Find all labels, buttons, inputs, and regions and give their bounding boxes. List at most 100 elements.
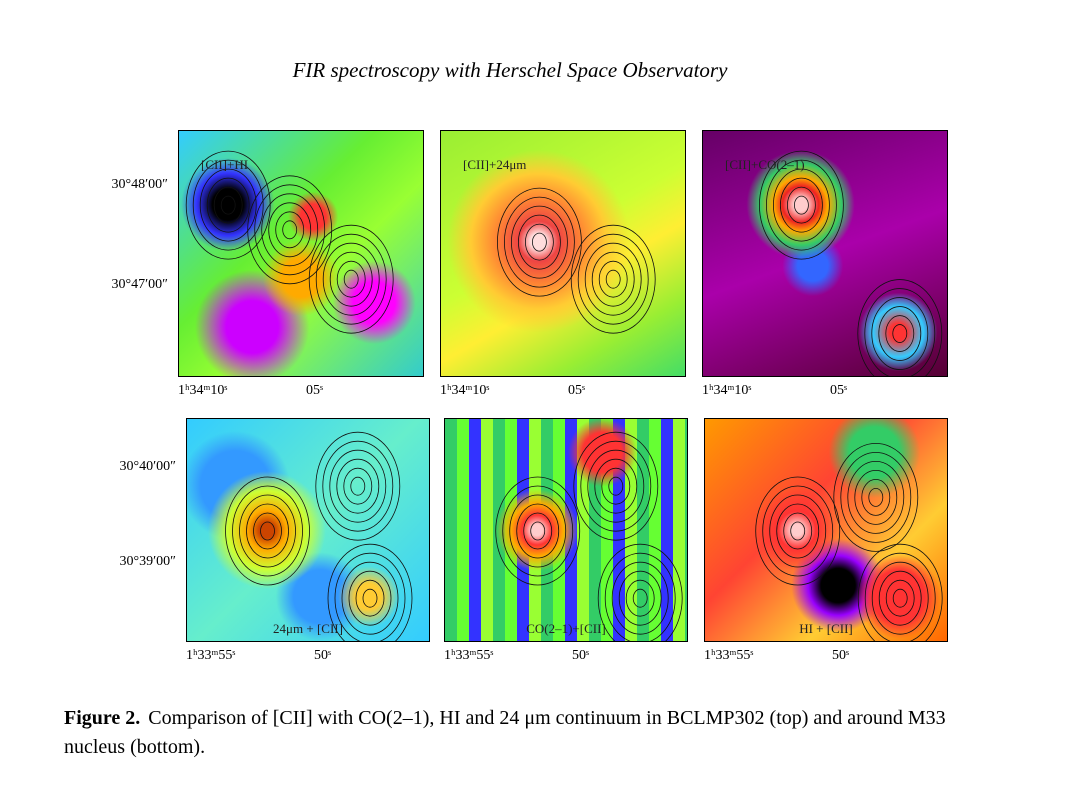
contour xyxy=(587,449,645,523)
contours xyxy=(755,443,943,641)
contour xyxy=(504,196,575,288)
contour xyxy=(516,503,560,559)
contour xyxy=(780,177,823,233)
x-tick-label: 05ˢ xyxy=(830,383,847,398)
map-panel: [CII]+HI xyxy=(178,130,424,377)
contour xyxy=(495,476,581,586)
contour xyxy=(315,233,387,325)
contour xyxy=(854,470,898,525)
contour xyxy=(864,288,936,376)
contour xyxy=(260,521,275,541)
contour xyxy=(885,579,915,617)
x-tick-label: 05ˢ xyxy=(306,383,323,398)
contour xyxy=(518,214,561,270)
contours xyxy=(495,431,683,641)
contour xyxy=(632,588,648,608)
x-tick-label: 50ˢ xyxy=(832,648,849,663)
contour xyxy=(871,297,929,370)
y-tick-label: 30°40′00″ xyxy=(119,459,177,474)
contour xyxy=(833,443,919,552)
contour xyxy=(336,458,380,514)
contour xyxy=(840,452,912,543)
contour xyxy=(334,552,406,641)
contour xyxy=(348,570,392,626)
contour xyxy=(322,440,394,532)
contour xyxy=(185,150,271,260)
x-tick-label: 1ʰ33ᵐ55ˢ xyxy=(186,648,236,663)
contour xyxy=(601,467,631,505)
contour xyxy=(608,476,624,496)
map-panel: CO(2–1)+[CII] xyxy=(444,418,688,642)
contour xyxy=(878,306,922,361)
contour xyxy=(857,543,943,641)
contour xyxy=(598,260,628,298)
panel-label: [CII]+24μm xyxy=(463,157,527,172)
panel-label: CO(2–1)+[CII] xyxy=(526,621,606,636)
contour xyxy=(275,211,305,249)
contour xyxy=(261,193,319,267)
contour xyxy=(532,232,547,252)
contour xyxy=(857,279,943,376)
contour xyxy=(605,269,621,289)
contour xyxy=(790,521,806,541)
contour xyxy=(625,579,655,617)
contour xyxy=(246,503,289,559)
panel-label: [CII]+HI xyxy=(201,157,249,172)
contour xyxy=(584,242,642,316)
contour xyxy=(341,561,399,635)
contour xyxy=(759,150,844,260)
contour xyxy=(864,552,936,641)
contour xyxy=(755,476,841,586)
y-tick-label: 30°47′00″ xyxy=(111,277,169,292)
map-panel: 24μm + [CII] xyxy=(186,418,430,642)
panel-label: 24μm + [CII] xyxy=(273,621,343,636)
panel-label: [CII]+CO(2–1) xyxy=(725,157,805,172)
contour xyxy=(343,269,359,289)
caption-label: Figure 2. xyxy=(64,707,141,729)
contour xyxy=(511,205,568,279)
y-tick-label: 30°39′00″ xyxy=(119,554,177,569)
contour xyxy=(885,315,915,352)
contour xyxy=(497,187,582,297)
contours xyxy=(225,431,413,641)
contour xyxy=(766,159,837,251)
contours xyxy=(185,150,394,334)
contour xyxy=(253,512,282,550)
contour xyxy=(329,251,373,307)
x-tick-label: 1ʰ33ᵐ55ˢ xyxy=(444,648,494,663)
x-tick-label: 1ʰ34ᵐ10ˢ xyxy=(702,383,752,398)
contour xyxy=(871,561,929,635)
contour xyxy=(580,440,652,532)
contour xyxy=(343,467,373,505)
x-tick-label: 50ˢ xyxy=(314,648,331,663)
contour xyxy=(322,242,380,316)
contour xyxy=(769,494,827,568)
contour xyxy=(315,431,401,541)
contour xyxy=(794,195,809,215)
contour xyxy=(525,223,554,261)
contour xyxy=(254,184,326,276)
contour xyxy=(220,195,236,215)
map-panel: [CII]+CO(2–1) xyxy=(702,130,948,377)
contour xyxy=(878,570,922,626)
contour xyxy=(350,476,366,496)
contour xyxy=(225,476,310,586)
contour xyxy=(577,233,649,325)
contour xyxy=(776,503,820,559)
x-tick-label: 05ˢ xyxy=(568,383,585,398)
contours xyxy=(497,187,656,334)
contour xyxy=(192,159,264,251)
x-tick-label: 1ʰ34ᵐ10ˢ xyxy=(440,383,490,398)
contour xyxy=(594,458,638,514)
x-tick-label: 1ʰ34ᵐ10ˢ xyxy=(178,383,228,398)
contour xyxy=(509,494,567,568)
contour xyxy=(847,461,905,534)
x-tick-label: 1ʰ33ᵐ55ˢ xyxy=(704,648,754,663)
contour xyxy=(611,561,669,635)
contours xyxy=(759,150,943,376)
y-tick-label: 30°48′00″ xyxy=(111,177,169,192)
map-panel: [CII]+24μm xyxy=(440,130,686,377)
contour xyxy=(530,521,546,541)
contour xyxy=(232,485,303,577)
